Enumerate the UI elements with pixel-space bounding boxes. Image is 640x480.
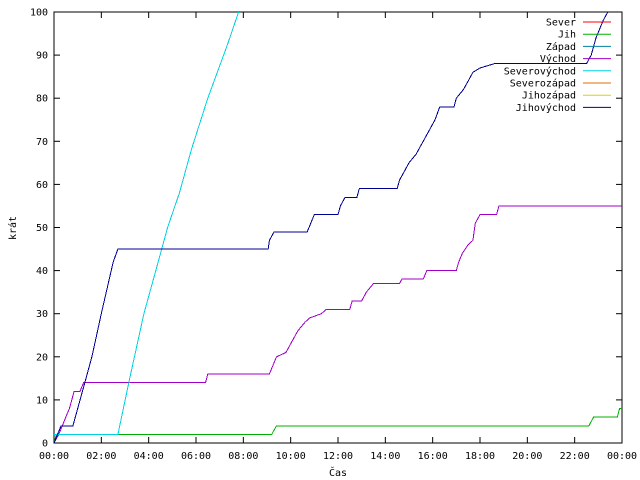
legend-label-sever: Sever	[546, 18, 576, 29]
x-tick-label: 08:00	[228, 451, 258, 462]
y-tick-label: 50	[36, 223, 48, 234]
axis-tick-labels: 0 10 20 30 40 50 60 70 80 90 100 00:00 02:00 04:00 06:…	[30, 8, 637, 463]
x-tick-label: 00:00	[39, 451, 69, 462]
series-lines	[54, 12, 622, 443]
x-tick-label: 12:00	[323, 451, 353, 462]
y-tick-label: 30	[36, 309, 48, 320]
y-tick-label: 0	[42, 439, 48, 450]
y-tick-label: 80	[36, 94, 48, 105]
x-tick-label: 06:00	[181, 451, 211, 462]
y-tick-label: 60	[36, 180, 48, 191]
x-tick-label: 04:00	[134, 451, 164, 462]
legend-label-vychod: Východ	[540, 53, 576, 65]
x-tick-label: 00:00	[607, 451, 637, 462]
x-tick-label: 20:00	[512, 451, 542, 462]
y-tick-label: 20	[36, 352, 48, 363]
legend-label-severovychod: Severovýchod	[504, 65, 576, 77]
y-tick-label: 70	[36, 137, 48, 148]
x-tick-label: 16:00	[418, 451, 448, 462]
legend-label-jihozapad: Jihozápad	[522, 90, 576, 102]
axis-ticks	[53, 11, 623, 444]
series-line-jihovychod	[54, 12, 609, 443]
x-tick-label: 14:00	[370, 451, 400, 462]
legend-label-jih: Jih	[558, 30, 576, 41]
series-line-severovychod	[54, 12, 240, 435]
y-tick-label: 10	[36, 395, 48, 406]
x-axis-label: Čas	[329, 466, 347, 479]
legend-label-jihovychod: Jihovýchod	[516, 102, 576, 114]
x-tick-label: 22:00	[560, 451, 590, 462]
y-tick-label: 100	[30, 8, 48, 19]
y-tick-label: 90	[36, 51, 48, 62]
y-tick-label: 40	[36, 266, 48, 277]
series-line-jih	[54, 408, 622, 443]
x-tick-label: 10:00	[276, 451, 306, 462]
legend-label-severozapad: Severozápad	[510, 78, 576, 90]
legend-label-zapad: Západ	[546, 41, 576, 53]
x-tick-label: 18:00	[465, 451, 495, 462]
y-axis-label: krát	[7, 216, 19, 240]
series-line-vychod	[54, 205, 622, 443]
legend: SeverJihZápadVýchodSeverovýchodSeverozáp…	[504, 18, 611, 114]
x-tick-label: 02:00	[86, 451, 116, 462]
